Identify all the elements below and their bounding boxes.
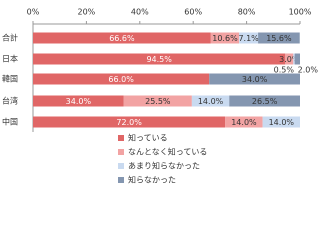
- value-label: 3.0%: [279, 55, 300, 64]
- bar-segment: [229, 95, 300, 107]
- bar-segment: [33, 73, 210, 85]
- value-label: 66.6%: [109, 34, 135, 43]
- value-label: 94.5%: [146, 55, 172, 64]
- bar-segment: [33, 95, 124, 107]
- x-tick-label: 100%: [289, 8, 312, 17]
- value-label: 14.0%: [231, 118, 257, 127]
- bar-segment: [191, 95, 230, 107]
- y-tick-label: 韓国: [2, 74, 18, 84]
- bar-segment: [209, 73, 300, 85]
- x-tick-label: 20%: [78, 8, 96, 17]
- legend-label: 知らなかった: [128, 175, 176, 185]
- chart: 0% 20% 40% 60% 80% 100% 合計 66.6% 10.6% 7.1% 15.6% 日…: [2, 8, 319, 185]
- bar-segment: [294, 53, 300, 65]
- legend-swatch: [118, 149, 124, 155]
- value-label: 14.0%: [198, 97, 224, 106]
- value-label: 34.0%: [242, 75, 268, 84]
- legend-label: なんとなく知っている: [128, 147, 207, 157]
- bar-segment: [210, 32, 240, 44]
- bar-segment: [33, 53, 286, 65]
- x-tick-label: 0%: [27, 8, 40, 17]
- value-label: 26.5%: [252, 97, 278, 106]
- value-label: 10.6%: [212, 34, 238, 43]
- x-tick-label: 60%: [184, 8, 202, 17]
- value-label: 2.0%: [298, 66, 319, 75]
- bar-segment: [285, 53, 294, 65]
- value-label: 7.1%: [238, 34, 259, 43]
- bar-segment: [33, 116, 226, 128]
- value-label: 72.0%: [116, 118, 142, 127]
- value-label: 66.0%: [108, 75, 134, 84]
- bar-segment: [258, 32, 300, 44]
- legend-swatch: [118, 177, 124, 183]
- bar-segment: [33, 32, 211, 44]
- value-label: 0.5%: [274, 66, 295, 75]
- x-tick-label: 40%: [131, 8, 149, 17]
- bar-segment: [225, 116, 263, 128]
- legend-swatch: [118, 163, 124, 169]
- bar-segment: [262, 116, 300, 128]
- y-tick-label: 台湾: [2, 96, 18, 106]
- x-tick-label: 80%: [238, 8, 256, 17]
- value-label: 25.5%: [145, 97, 171, 106]
- y-tick-label: 中国: [2, 117, 18, 127]
- legend-label: 知っている: [128, 133, 168, 143]
- bar-segment: [123, 95, 192, 107]
- bar-segment: [293, 53, 295, 65]
- legend-swatch: [118, 135, 124, 141]
- legend-label: あまり知らなかった: [128, 161, 200, 171]
- value-label: 34.0%: [66, 97, 92, 106]
- value-label: 14.0%: [269, 118, 295, 127]
- bar-segment: [239, 32, 259, 44]
- value-label: 15.6%: [266, 34, 292, 43]
- y-tick-label: 日本: [2, 54, 18, 64]
- y-tick-label: 合計: [2, 33, 18, 43]
